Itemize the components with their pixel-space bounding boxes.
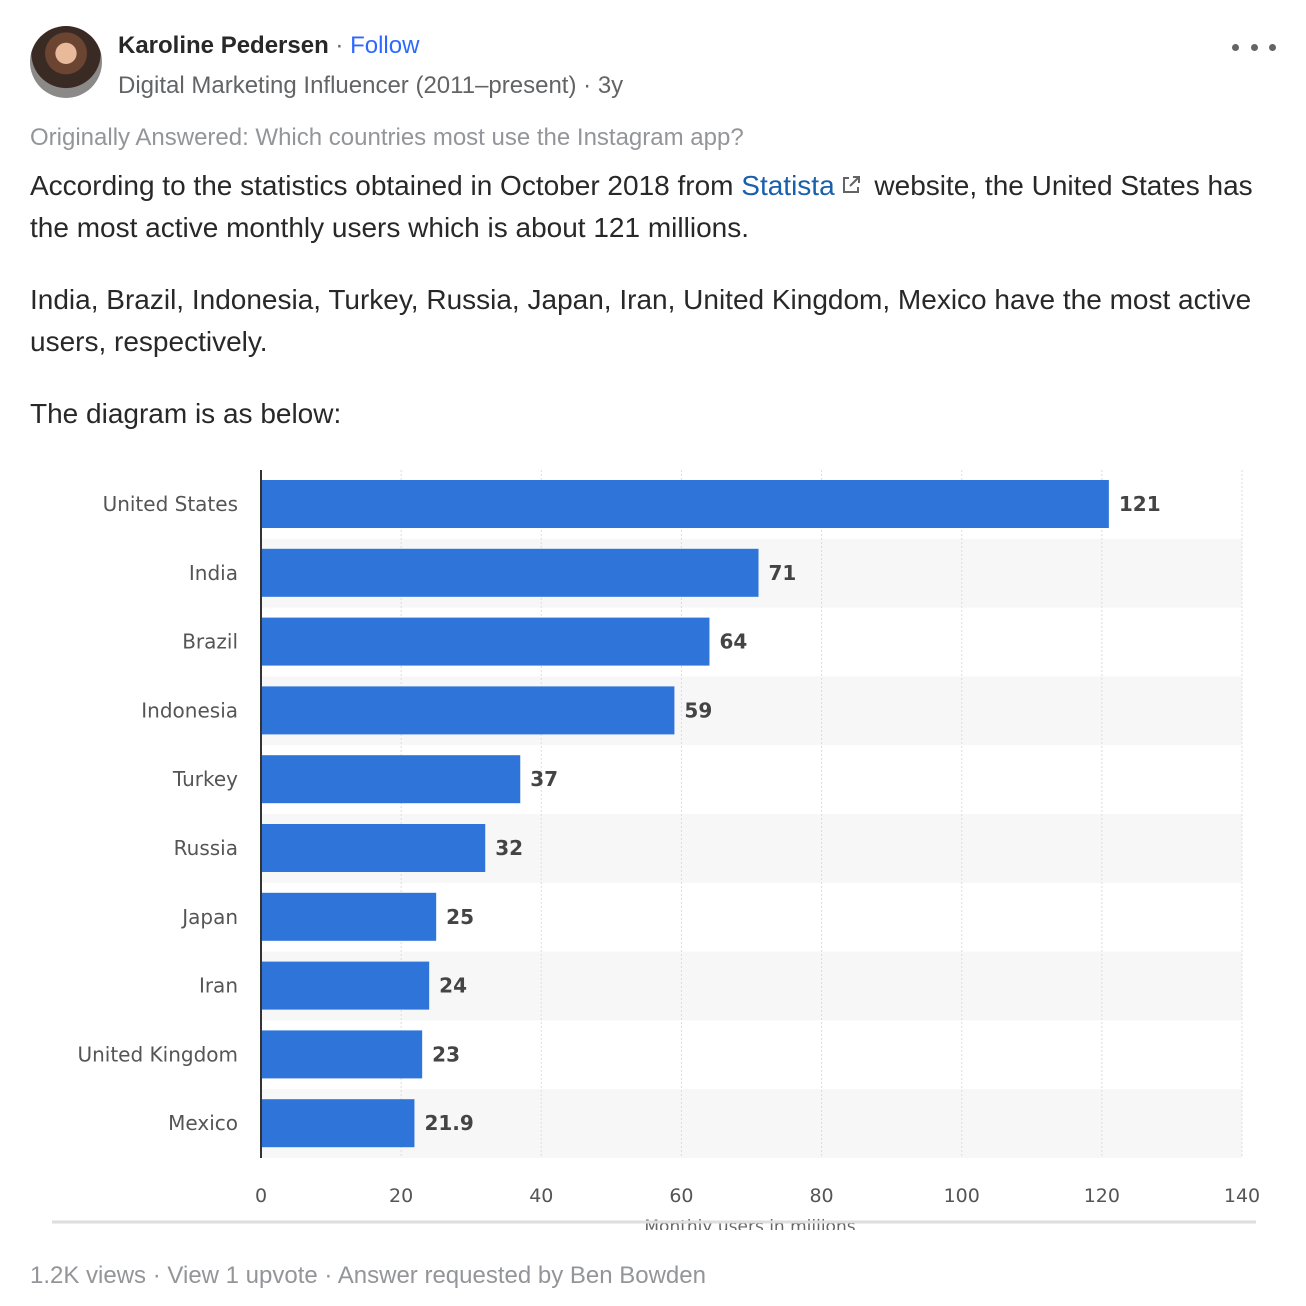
value-label: 32: [495, 836, 523, 860]
statista-link[interactable]: Statista: [741, 170, 835, 201]
category-label: United States: [103, 492, 238, 516]
separator-dot: ·: [583, 72, 598, 99]
separator-dot: ·: [324, 1262, 338, 1289]
paragraph-text: website, the United States has the most …: [30, 170, 1253, 243]
value-label: 71: [769, 561, 797, 585]
value-label: 24: [439, 974, 467, 998]
author-credential[interactable]: Digital Marketing Influencer (2011–prese…: [118, 72, 577, 99]
value-label: 37: [530, 767, 558, 791]
views-count[interactable]: 1.2K views: [30, 1262, 147, 1289]
bar: [261, 480, 1109, 528]
x-tick-label: 60: [669, 1185, 693, 1207]
more-options-icon: [1250, 43, 1258, 51]
separator-dot: ·: [152, 1262, 168, 1289]
category-label: Turkey: [172, 767, 238, 791]
bar: [261, 824, 486, 872]
author-name[interactable]: Karoline Pedersen: [118, 32, 329, 59]
category-label: Russia: [174, 836, 238, 860]
view-upvotes-link[interactable]: View 1 upvote: [167, 1262, 318, 1289]
instagram-users-bar-chart: United States 121 India 71 Brazil 64 Indonesia…: [52, 470, 1260, 1230]
x-tick-label: 100: [944, 1185, 980, 1207]
external-link-icon[interactable]: [839, 173, 863, 197]
bar: [261, 755, 521, 804]
bar: [261, 548, 759, 597]
row-band: [261, 1089, 1242, 1158]
x-tick-label: 140: [1224, 1185, 1260, 1207]
value-label: 59: [684, 698, 712, 722]
answer-age[interactable]: 3y: [597, 72, 624, 99]
category-label: United Kingdom: [77, 1042, 238, 1066]
x-tick-label: 0: [255, 1185, 267, 1207]
category-label: Mexico: [168, 1111, 238, 1135]
answer-header: Karoline Pedersen · Follow Digital Marke…: [30, 26, 1276, 102]
bar: [261, 1030, 423, 1079]
x-tick-label: 80: [809, 1185, 833, 1207]
value-label: 64: [719, 630, 747, 654]
category-label: Iran: [199, 974, 238, 998]
follow-button[interactable]: Follow: [350, 32, 420, 59]
answer-paragraph-1: According to the statistics obtained in …: [30, 165, 1280, 249]
bar: [261, 686, 675, 735]
value-label: 23: [432, 1042, 460, 1066]
author-name-row: Karoline Pedersen · Follow: [118, 32, 419, 60]
paragraph-text: According to the statistics obtained in …: [30, 170, 742, 201]
bar: [261, 892, 437, 941]
answer-footer: 1.2K views · View 1 upvote · Answer requ…: [30, 1262, 706, 1290]
author-avatar[interactable]: [30, 26, 102, 98]
originally-answered-link[interactable]: Originally Answered: Which countries mos…: [30, 124, 744, 151]
answer-requested-by[interactable]: Answer requested by Ben Bowden: [337, 1262, 706, 1289]
x-tick-label: 40: [529, 1185, 553, 1207]
value-label: 121: [1119, 492, 1161, 516]
category-label: Indonesia: [141, 698, 238, 722]
more-options-icon: [1232, 43, 1239, 51]
value-label: 21.9: [424, 1111, 473, 1135]
author-credential-row: Digital Marketing Influencer (2011–prese…: [118, 72, 623, 100]
value-label: 25: [446, 905, 474, 929]
x-tick-label: 20: [389, 1185, 413, 1207]
answer-paragraph-2: India, Brazil, Indonesia, Turkey, Russia…: [30, 284, 1252, 357]
answer-paragraph-3: The diagram is as below:: [30, 398, 342, 429]
bar: [261, 617, 710, 666]
x-tick-label: 120: [1084, 1185, 1120, 1207]
category-label: India: [189, 561, 238, 585]
bar: [261, 961, 430, 1010]
category-label: Brazil: [182, 630, 238, 654]
bar: [261, 1099, 415, 1148]
separator-dot: ·: [335, 32, 351, 59]
more-options-icon: [1269, 43, 1276, 51]
more-options-button[interactable]: [1232, 32, 1276, 62]
category-label: Japan: [180, 905, 238, 929]
